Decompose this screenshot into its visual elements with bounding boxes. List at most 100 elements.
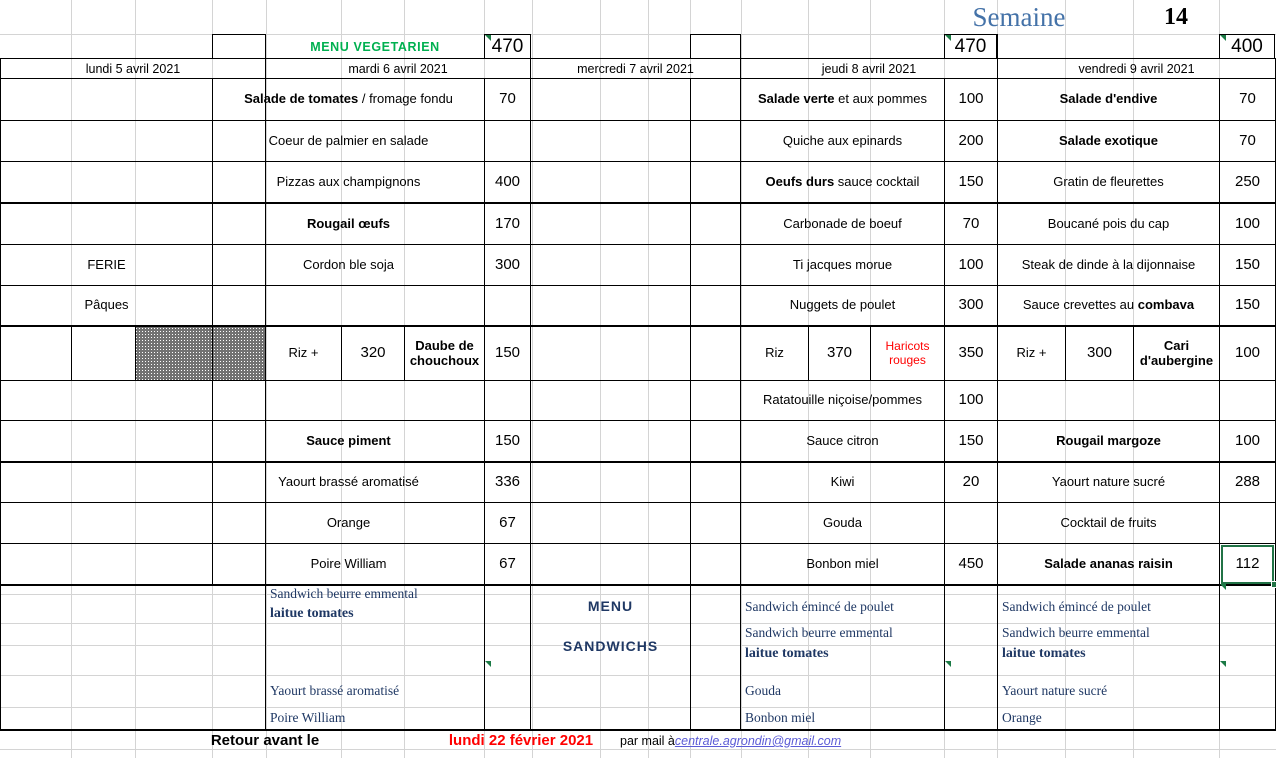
dish-jeudi-r1[interactable]: Salade verte et aux pommes [741, 79, 944, 120]
qty-jeudi-r3[interactable]: 150 [958, 172, 984, 190]
qty-jeudi-r2[interactable]: 200 [958, 131, 984, 149]
garniture-vendredi-a[interactable]: Riz + [1016, 345, 1047, 361]
garniture-qty-vendredi-a[interactable]: 300 [1086, 344, 1113, 362]
total-jeudi[interactable]: 470 [944, 34, 997, 59]
empty-box-mercredi[interactable] [690, 34, 741, 59]
sandwich-jeudi-l2[interactable]: Sandwich beurre emmental [745, 625, 893, 641]
dessert-vendredi-r12[interactable]: Salade ananas raisin [1044, 555, 1173, 571]
dessert-jeudi-r12[interactable]: Bonbon miel [806, 555, 879, 571]
dessert-vendredi-r10[interactable]: Yaourt nature sucré [1051, 474, 1166, 490]
dish-vendredi-r5[interactable]: Steak de dinde à la dijonnaise [1021, 256, 1196, 272]
qty-jeudi-r11[interactable] [945, 503, 997, 543]
sauce-qty-jeudi[interactable]: 150 [958, 431, 984, 449]
qty-vendredi-r11[interactable] [1220, 503, 1275, 543]
dish-mardi-r6[interactable] [213, 286, 484, 325]
qty-mardi-r1[interactable]: 70 [499, 90, 516, 108]
dessert-mardi-r10[interactable]: Yaourt brassé aromatisé [278, 474, 419, 490]
qty-jeudi-r8[interactable]: 100 [958, 391, 984, 409]
dish-jeudi-r4[interactable]: Carbonade de boeuf [783, 215, 902, 231]
qty-mardi-r3[interactable]: 400 [494, 172, 521, 190]
sandwich-vendredi-l4[interactable]: Yaourt nature sucré [1002, 683, 1108, 699]
sauce-qty-vendredi[interactable]: 100 [1234, 431, 1261, 449]
sandwich-jeudi-l3[interactable]: laitue tomates [745, 646, 829, 662]
dessert-vendredi-r11[interactable]: Cocktail de fruits [1060, 514, 1157, 530]
garniture-mardi-b[interactable]: Daube de chouchoux [409, 337, 480, 368]
sauce-mardi[interactable]: Sauce piment [306, 432, 391, 448]
garniture-qty-vendredi-b[interactable]: 100 [1234, 344, 1261, 362]
dessert-jeudi-r10[interactable]: Kiwi [830, 474, 855, 490]
sandwich-mardi-l3[interactable] [266, 645, 484, 675]
dish-jeudi-r3[interactable]: Oeufs durs sauce cocktail [741, 162, 944, 202]
qty-vendredi-r5[interactable]: 150 [1234, 255, 1261, 273]
dish-mardi-r3[interactable]: Pizzas aux champignons [276, 173, 421, 189]
sauce-vendredi[interactable]: Rougail margoze [1056, 432, 1161, 448]
note-lundi-ferie[interactable]: FERIE [87, 256, 126, 272]
dish-jeudi-r5[interactable]: Ti jacques morue [792, 256, 893, 272]
sauce-jeudi[interactable]: Sauce citron [806, 432, 879, 448]
dish-vendredi-r2[interactable]: Salade exotique [1059, 132, 1158, 148]
qty-jeudi-r1[interactable]: 100 [958, 90, 984, 108]
sandwich-vendredi-l2[interactable]: Sandwich beurre emmental [1002, 625, 1150, 641]
garniture-vendredi-b[interactable]: Cari d'aubergine [1139, 337, 1214, 368]
qty-jeudi-r5[interactable]: 100 [958, 255, 984, 273]
mail-address-link[interactable]: centrale.agrondin@gmail.com [674, 734, 842, 748]
dessert-mardi-r12[interactable]: Poire William [310, 555, 387, 571]
sandwich-vendredi-l1[interactable]: Sandwich émincé de poulet [1002, 599, 1151, 615]
qty-vendredi-r2[interactable]: 70 [1239, 131, 1256, 149]
qty-vendredi-r10[interactable]: 288 [1234, 473, 1261, 491]
total-vendredi[interactable]: 400 [1219, 34, 1275, 59]
sauce-qty-mardi[interactable]: 150 [494, 431, 521, 449]
garniture-qty-jeudi-a[interactable]: 370 [826, 344, 853, 362]
qty-vendredi-r1[interactable]: 70 [1239, 90, 1256, 108]
qty-vendredi-r3[interactable]: 250 [1234, 172, 1261, 190]
dish-jeudi-r2[interactable]: Quiche aux epinards [782, 132, 903, 148]
garniture-jeudi-b[interactable]: Haricots rouges [885, 339, 930, 367]
sandwich-mardi-l1[interactable]: Sandwich beurre emmental [270, 586, 418, 602]
border-h [0, 325, 1276, 327]
note-lundi-paques[interactable]: Pâques [84, 297, 129, 313]
dessert-mardi-r11[interactable]: Orange [326, 514, 371, 530]
dish-mardi-r4[interactable]: Rougail œufs [306, 215, 391, 231]
garniture-qty-jeudi-b[interactable]: 350 [958, 344, 984, 362]
selection-fill-handle[interactable] [1271, 581, 1276, 588]
dish-mardi-r5[interactable]: Cordon ble soja [302, 256, 395, 272]
qty-jeudi-r12[interactable]: 450 [958, 554, 984, 572]
qty-vendredi-r6[interactable]: 150 [1234, 296, 1261, 314]
qty-mardi-r11[interactable]: 67 [499, 513, 516, 531]
qty-jeudi-r4[interactable]: 70 [962, 214, 980, 232]
dish-vendredi-r6[interactable]: Sauce crevettes au combava [998, 286, 1219, 325]
garniture-qty-mardi-a[interactable]: 320 [360, 344, 386, 362]
sandwich-mardi-l2[interactable]: laitue tomates [270, 606, 354, 622]
sandwich-mardi-l4[interactable]: Yaourt brassé aromatisé [270, 683, 400, 699]
qty-mardi-r12[interactable]: 67 [499, 554, 516, 572]
qty-mardi-r5[interactable]: 300 [494, 255, 521, 273]
garniture-mardi-a[interactable]: Riz + [288, 345, 319, 361]
active-cell-qty-vendredi-r12[interactable]: 112 [1221, 545, 1274, 584]
sandwich-vendredi-l5[interactable]: Orange [1002, 710, 1042, 726]
qty-mardi-r2[interactable] [485, 121, 530, 161]
qty-jeudi-r10[interactable]: 20 [962, 473, 980, 491]
dish-vendredi-r4[interactable]: Boucané pois du cap [1047, 215, 1170, 231]
qty-mardi-r6[interactable] [485, 286, 530, 325]
qty-jeudi-r6[interactable]: 300 [958, 296, 984, 314]
dessert-jeudi-r11[interactable]: Gouda [822, 514, 863, 530]
sandwich-jeudi-l4[interactable]: Gouda [745, 683, 781, 699]
border-h [0, 543, 1276, 544]
qty-mardi-r10[interactable]: 336 [494, 473, 521, 491]
qty-vendredi-r4[interactable]: 100 [1234, 214, 1261, 232]
total-mardi[interactable]: 470 [484, 34, 531, 59]
dish-jeudi-r6[interactable]: Nuggets de poulet [789, 297, 896, 313]
dish-jeudi-r8[interactable]: Ratatouille niçoise/pommes [763, 392, 922, 408]
sandwich-mardi-l5[interactable]: Poire William [270, 710, 346, 726]
dish-mardi-r2[interactable]: Coeur de palmier en salade [268, 132, 429, 148]
garniture-jeudi-a[interactable]: Riz [765, 345, 784, 361]
empty-box-lundi[interactable] [212, 34, 266, 59]
garniture-qty-mardi-b[interactable]: 150 [494, 344, 521, 362]
sandwich-vendredi-l3[interactable]: laitue tomates [1002, 646, 1086, 662]
sandwich-jeudi-l5[interactable]: Bonbon miel [745, 710, 816, 726]
dish-vendredi-r3[interactable]: Gratin de fleurettes [1053, 173, 1164, 189]
sandwich-jeudi-l1[interactable]: Sandwich émincé de poulet [745, 599, 894, 615]
dish-mardi-r1[interactable]: Salade de tomates / fromage fondu [213, 79, 484, 120]
qty-mardi-r4[interactable]: 170 [494, 214, 521, 232]
dish-vendredi-r1[interactable]: Salade d'endive [1059, 91, 1158, 107]
